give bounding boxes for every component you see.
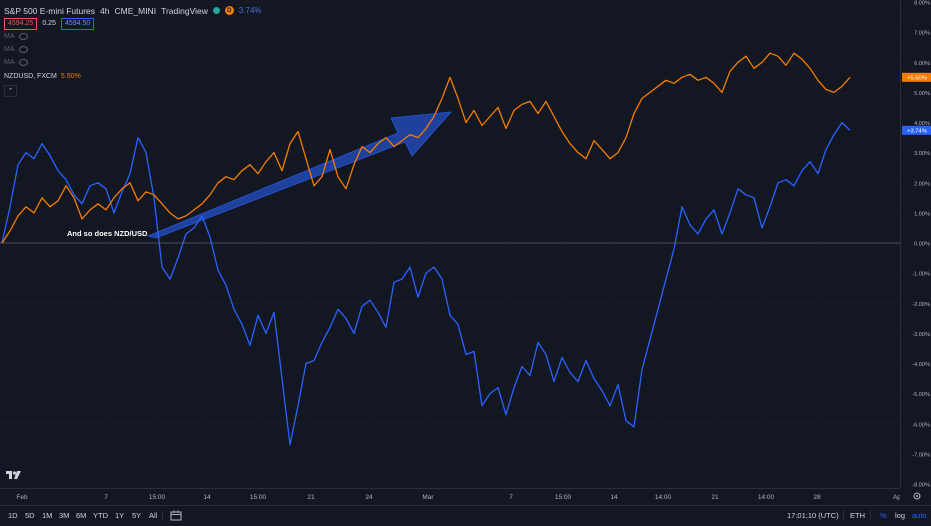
x-tick-label: 14 bbox=[610, 494, 618, 501]
toolbar-separator bbox=[870, 510, 871, 521]
nzd-badge-bg bbox=[902, 72, 931, 82]
ma-indicator-2[interactable]: MA bbox=[4, 43, 262, 56]
ma-label: MA bbox=[4, 46, 15, 53]
date-range-icon[interactable] bbox=[170, 510, 182, 521]
x-tick-label: 15:00 bbox=[149, 494, 166, 501]
y-tick-label: 8.00% bbox=[914, 1, 930, 7]
x-tick-label: 28 bbox=[813, 494, 821, 501]
x-tick-label: 14:00 bbox=[655, 494, 672, 501]
change-pct: 3.74% bbox=[238, 6, 262, 15]
legend: S&P 500 E-mini Futures 4h CME_MINI Tradi… bbox=[4, 4, 262, 97]
x-tick-label: 14:00 bbox=[758, 494, 775, 501]
y-tick-label: -2.00% bbox=[912, 302, 930, 308]
collapse-legend-icon[interactable]: ⌃ bbox=[4, 85, 17, 97]
x-tick-label: 24 bbox=[365, 494, 373, 501]
toolbar-separator bbox=[843, 510, 844, 521]
arrow-layer bbox=[146, 111, 452, 239]
eye-icon[interactable] bbox=[18, 33, 28, 40]
bottom-toolbar: 1D 5D 1M 3M 6M YTD 1Y 5Y All 17:01:10 (UTC) ETH … bbox=[0, 505, 931, 526]
ma-label: MA bbox=[4, 59, 15, 66]
tradingview-logo[interactable] bbox=[6, 470, 22, 480]
spx-last-value-text: +3.74% bbox=[907, 129, 927, 135]
y-tick-label: 4.00% bbox=[914, 121, 930, 127]
compare-symbol[interactable]: NZDUSD, FXCM bbox=[4, 73, 57, 80]
x-tick-label: 14 bbox=[203, 494, 211, 501]
price-scale[interactable]: 8.00% 7.00% 6.00% 5.00% 4.00% 3.00% 2.00% 1.00%… bbox=[900, 0, 931, 489]
range-button-1d[interactable]: 1D bbox=[8, 511, 18, 520]
series-layer bbox=[1, 52, 851, 446]
spx-series-line[interactable] bbox=[1, 121, 851, 446]
spx-badge-bg bbox=[902, 125, 931, 135]
range-button-1y[interactable]: 1Y bbox=[115, 511, 125, 520]
auto-scale-toggle[interactable]: auto bbox=[912, 511, 927, 520]
instrument-name[interactable]: S&P 500 E-mini Futures bbox=[4, 5, 96, 16]
sell-button[interactable]: 4594.25 bbox=[4, 17, 38, 30]
ma-indicator-3[interactable]: MA bbox=[4, 56, 262, 69]
spread-value: 0.25 bbox=[42, 20, 56, 27]
session-toggle[interactable]: ETH bbox=[850, 511, 865, 520]
time-axis-svg[interactable]: Feb 7 15:00 14 15:00 21 24 Mar 7 15:00 14 14:00 21 14… bbox=[0, 489, 903, 505]
y-tick-label: 2.00% bbox=[914, 181, 930, 187]
range-button-ytd[interactable]: YTD bbox=[93, 511, 108, 520]
market-open-icon bbox=[212, 7, 220, 14]
eye-icon[interactable] bbox=[18, 46, 28, 53]
chart-pane[interactable]: And so does NZD/USD S&P 500 E-mini Futur… bbox=[0, 0, 900, 488]
price-scale-svg[interactable]: 8.00% 7.00% 6.00% 5.00% 4.00% 3.00% 2.00% 1.00%… bbox=[901, 0, 931, 489]
range-button-1m[interactable]: 1M bbox=[42, 511, 53, 520]
x-tick-label: Apr bbox=[893, 494, 900, 501]
y-tick-label: -6.00% bbox=[912, 422, 930, 428]
spx-last-value-badge: +3.74% bbox=[902, 125, 931, 135]
range-button-3m[interactable]: 3M bbox=[59, 511, 70, 520]
x-tick-label: 21 bbox=[307, 494, 315, 501]
axis-settings-icon[interactable] bbox=[912, 491, 922, 501]
range-button-5y[interactable]: 5Y bbox=[132, 511, 142, 520]
y-tick-label: 1.00% bbox=[914, 211, 930, 217]
y-tick-label: 3.00% bbox=[914, 151, 930, 157]
x-tick-label: 15:00 bbox=[250, 494, 267, 501]
y-tick-label: 0.00% bbox=[914, 242, 930, 248]
y-tick-label: -5.00% bbox=[912, 392, 930, 398]
y-tick-label: -7.00% bbox=[912, 452, 930, 458]
y-tick-label: -3.00% bbox=[912, 332, 930, 338]
x-tick-label: Mar bbox=[422, 494, 434, 501]
brand: TradingView bbox=[161, 5, 208, 16]
range-button-all[interactable]: All bbox=[149, 511, 158, 520]
ma-indicator-1[interactable]: MA bbox=[4, 30, 262, 43]
eye-icon[interactable] bbox=[18, 59, 28, 66]
y-tick-label: 5.00% bbox=[914, 91, 930, 97]
nzd-series-line[interactable] bbox=[1, 52, 851, 244]
legend-title-row: S&P 500 E-mini Futures 4h CME_MINI Tradi… bbox=[4, 4, 262, 17]
chart-svg[interactable]: And so does NZD/USD bbox=[0, 0, 900, 488]
nzd-last-value-badge: +5.50% bbox=[902, 72, 931, 82]
log-scale-toggle[interactable]: log bbox=[895, 511, 906, 520]
bid-ask-row: 4594.25 0.25 4594.50 bbox=[4, 17, 262, 30]
ma-label: MA bbox=[4, 33, 15, 40]
time-axis[interactable]: Feb 7 15:00 14 15:00 21 24 Mar 7 15:00 14 14:00 21 14… bbox=[0, 488, 904, 505]
nzd-last-value-text: +5.50% bbox=[907, 76, 927, 82]
x-tick-label: 7 bbox=[509, 494, 513, 501]
delayed-data-icon[interactable]: D bbox=[224, 6, 234, 15]
y-tick-label: -1.00% bbox=[912, 272, 930, 278]
grid bbox=[0, 1, 900, 485]
compare-pct: 5.50% bbox=[60, 73, 81, 80]
x-tick-label: Feb bbox=[16, 494, 28, 501]
compare-symbol-row[interactable]: NZDUSD, FXCM 5.50% bbox=[4, 70, 262, 83]
range-button-6m[interactable]: 6M bbox=[76, 511, 87, 520]
buy-button[interactable]: 4594.50 bbox=[60, 17, 95, 30]
utc-clock[interactable]: 17:01:10 (UTC) bbox=[787, 511, 839, 520]
toolbar-separator bbox=[162, 510, 163, 521]
interval[interactable]: 4h bbox=[100, 5, 110, 16]
trend-arrow[interactable] bbox=[146, 111, 452, 239]
y-tick-label: 6.00% bbox=[914, 61, 930, 67]
x-tick-label: 21 bbox=[711, 494, 719, 501]
y-tick-label: -4.00% bbox=[912, 362, 930, 368]
annotation-text[interactable]: And so does NZD/USD bbox=[67, 229, 148, 238]
exchange: CME_MINI bbox=[114, 5, 157, 16]
y-tick-label: 7.00% bbox=[914, 31, 930, 37]
x-tick-label: 15:00 bbox=[555, 494, 572, 501]
percent-scale-toggle[interactable]: % bbox=[880, 511, 887, 520]
y-tick-label: -8.00% bbox=[912, 483, 930, 489]
x-tick-label: 7 bbox=[104, 494, 108, 501]
range-button-5d[interactable]: 5D bbox=[25, 511, 35, 520]
